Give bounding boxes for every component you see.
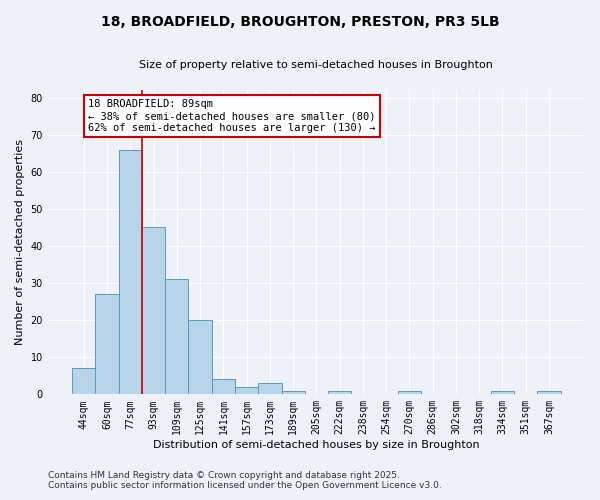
Text: 18, BROADFIELD, BROUGHTON, PRESTON, PR3 5LB: 18, BROADFIELD, BROUGHTON, PRESTON, PR3 …	[101, 15, 499, 29]
Title: Size of property relative to semi-detached houses in Broughton: Size of property relative to semi-detach…	[139, 60, 493, 70]
Bar	[235, 387, 258, 394]
Bar	[142, 228, 165, 394]
Bar	[165, 280, 188, 394]
Text: 18 BROADFIELD: 89sqm
← 38% of semi-detached houses are smaller (80)
62% of semi-: 18 BROADFIELD: 89sqm ← 38% of semi-detac…	[88, 100, 376, 132]
Bar	[119, 150, 142, 394]
Bar	[188, 320, 212, 394]
Bar	[258, 383, 281, 394]
Bar	[398, 390, 421, 394]
Y-axis label: Number of semi-detached properties: Number of semi-detached properties	[15, 140, 25, 346]
Bar	[538, 390, 560, 394]
Bar	[72, 368, 95, 394]
Bar	[328, 390, 351, 394]
Text: Contains HM Land Registry data © Crown copyright and database right 2025.
Contai: Contains HM Land Registry data © Crown c…	[48, 470, 442, 490]
Bar	[95, 294, 119, 394]
Bar	[281, 390, 305, 394]
Bar	[212, 380, 235, 394]
X-axis label: Distribution of semi-detached houses by size in Broughton: Distribution of semi-detached houses by …	[153, 440, 480, 450]
Bar	[491, 390, 514, 394]
